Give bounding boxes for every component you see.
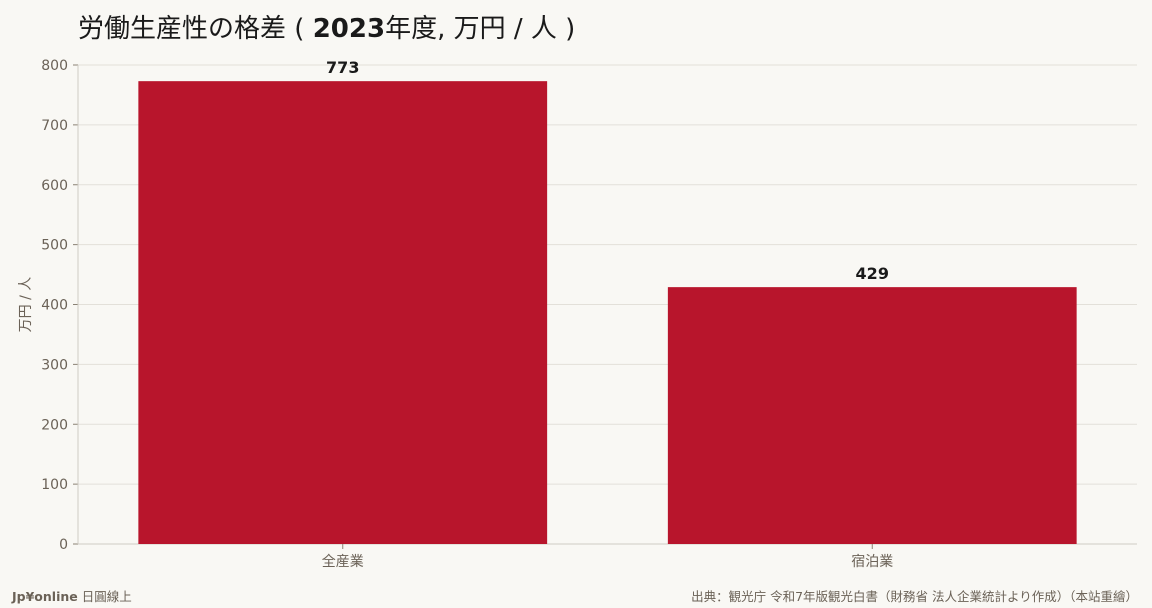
y-tick-label: 800 xyxy=(41,58,68,74)
y-tick-label: 100 xyxy=(41,477,68,493)
bar-value-label: 429 xyxy=(856,264,889,283)
y-tick-label: 400 xyxy=(41,298,68,314)
brand-suffix: 日圓線上 xyxy=(81,589,132,604)
chart-title-prefix: 労働生産性の格差 xyxy=(78,14,287,44)
chart-title-paren: ( xyxy=(286,14,313,44)
y-tick-label: 500 xyxy=(41,238,68,254)
y-tick-label: 300 xyxy=(41,357,68,373)
chart-title-year: 2023 xyxy=(312,14,386,44)
bar xyxy=(138,81,548,544)
y-tick-label: 200 xyxy=(41,417,68,433)
footer-source: 出典：観光庁 令和7年版観光白書（財務省 法人企業統計より作成）（本站重繪） xyxy=(691,589,1138,604)
y-axis-label: 万円 / 人 xyxy=(18,277,34,333)
chart-title: 労働生産性の格差 ( 2023年度, 万円 / 人 ) xyxy=(78,8,575,45)
chart-title-suffix: 年度, 万円 / 人 ) xyxy=(385,14,576,44)
bar xyxy=(667,287,1077,544)
y-tick-label: 600 xyxy=(41,178,68,194)
brand-name: Jp¥online xyxy=(12,589,78,604)
bar-value-label: 773 xyxy=(326,58,359,77)
x-tick-label: 全産業 xyxy=(322,553,364,570)
y-tick-label: 700 xyxy=(41,118,68,134)
bar-chart: 0 100 200 300 400 500 600 700 800 万円 / 人 773 全産業 429… xyxy=(18,58,1137,570)
y-tick-label: 0 xyxy=(59,537,68,553)
footer-brand: Jp¥online 日圓線上 xyxy=(12,586,132,605)
x-tick-label: 宿泊業 xyxy=(851,553,893,570)
